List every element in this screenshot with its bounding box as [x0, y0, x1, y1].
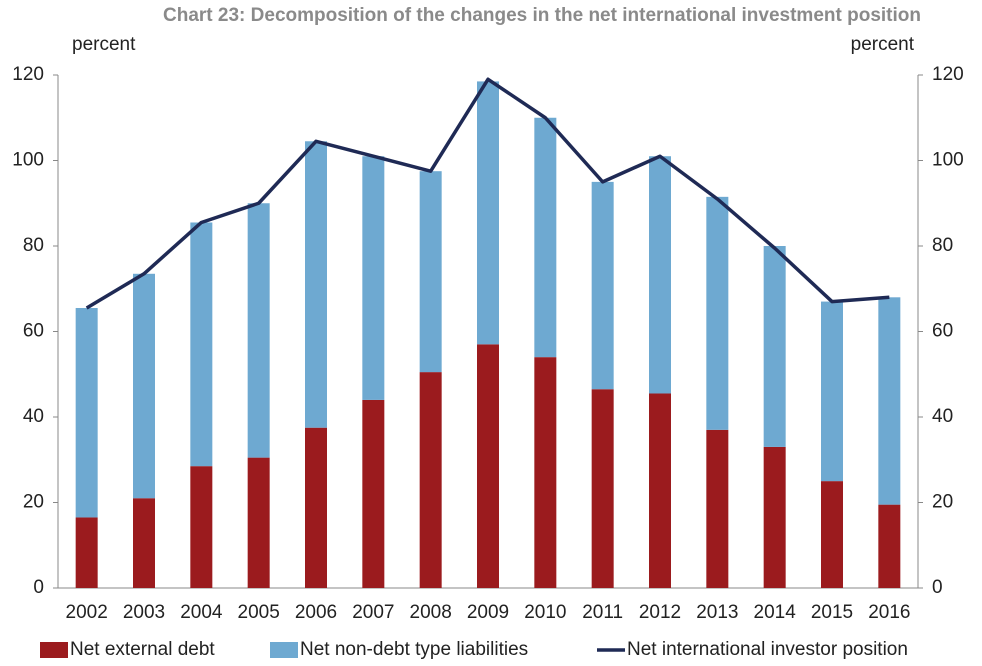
y-axis-label: percent — [72, 34, 136, 55]
bar — [190, 466, 213, 588]
bar — [362, 399, 385, 588]
x-tick-label: 2015 — [811, 602, 853, 623]
y2-tick-label: 60 — [932, 321, 953, 342]
bar — [133, 498, 155, 588]
bar — [419, 372, 442, 588]
y2-tick-label: 20 — [932, 492, 953, 513]
x-tick-label: 2016 — [868, 602, 910, 623]
y-tick-label: 120 — [12, 64, 44, 85]
y-tick-label: 20 — [23, 492, 44, 513]
y-tick-label: 100 — [12, 150, 44, 171]
x-tick-label: 2002 — [66, 602, 108, 623]
legend-swatch — [40, 642, 68, 658]
bar — [247, 203, 270, 458]
bar — [821, 481, 843, 588]
chart-title: Chart 23: Decomposition of the changes i… — [163, 5, 921, 26]
bar — [591, 389, 614, 588]
bar — [534, 117, 557, 358]
bar — [878, 504, 901, 588]
bar — [477, 344, 499, 588]
bar — [305, 427, 327, 588]
bar — [649, 393, 671, 588]
bar — [133, 273, 155, 499]
bar — [706, 196, 729, 430]
bar — [477, 81, 499, 345]
x-tick-label: 2007 — [352, 602, 394, 623]
bar — [362, 156, 385, 400]
bar — [534, 357, 557, 588]
bar — [419, 171, 442, 373]
y-tick-label: 40 — [23, 406, 44, 427]
y-tick-label: 0 — [33, 577, 44, 598]
legend-label: Net external debt — [70, 639, 215, 660]
bar — [763, 446, 786, 588]
x-tick-label: 2011 — [582, 602, 623, 623]
x-tick-label: 2005 — [238, 602, 280, 623]
bar — [763, 246, 786, 447]
y2-tick-label: 40 — [932, 406, 953, 427]
x-tick-label: 2008 — [410, 602, 452, 623]
bar — [878, 297, 901, 505]
y-tick-label: 80 — [23, 235, 44, 256]
y-tick-label: 60 — [23, 321, 44, 342]
x-tick-label: 2014 — [754, 602, 797, 623]
x-tick-label: 2006 — [295, 602, 337, 623]
bar — [75, 517, 98, 588]
x-tick-label: 2013 — [696, 602, 738, 623]
y2-tick-label: 0 — [932, 577, 943, 598]
y2-tick-label: 120 — [932, 64, 964, 85]
legend-label: Net international investor position — [627, 639, 908, 660]
line — [85, 77, 890, 310]
y2-tick-label: 100 — [932, 150, 964, 171]
x-tick-label: 2009 — [467, 602, 509, 623]
legend-swatch — [270, 642, 298, 658]
bar — [190, 222, 213, 467]
x-tick-label: 2010 — [524, 602, 566, 623]
bar — [649, 156, 671, 394]
y2-axis-label: percent — [851, 34, 915, 55]
bar — [706, 429, 729, 588]
legend-label: Net non-debt type liabilities — [300, 639, 528, 660]
x-tick-label: 2003 — [123, 602, 165, 623]
bar — [75, 307, 98, 518]
bar — [247, 457, 270, 588]
bar — [591, 181, 614, 390]
x-tick-label: 2004 — [180, 602, 223, 623]
y2-tick-label: 80 — [932, 235, 953, 256]
bar — [821, 301, 843, 482]
bar — [305, 141, 327, 428]
x-tick-label: 2012 — [639, 602, 681, 623]
